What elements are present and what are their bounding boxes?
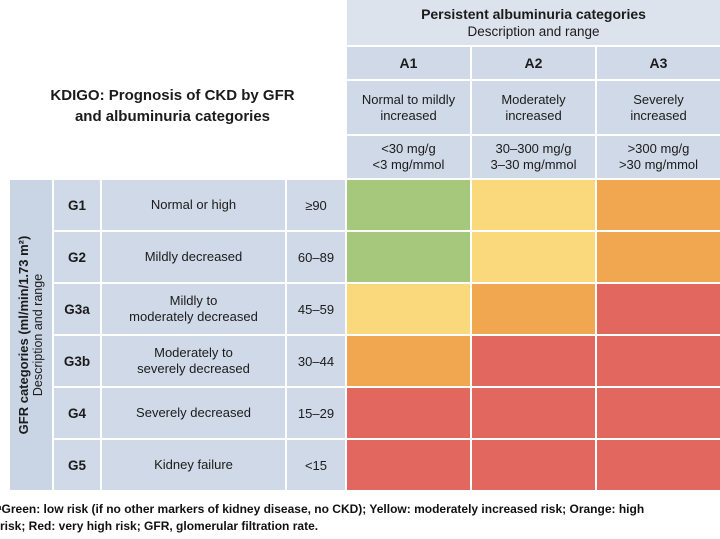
albuminuria-col-a1-range: <30 mg/g <3 mg/mmol <box>347 136 470 178</box>
albuminuria-col-a2-range: 30–300 mg/g 3–30 mg/mmol <box>472 136 595 178</box>
risk-cell-g3b-a2 <box>472 336 595 386</box>
gfr-code-g5: G5 <box>54 440 100 490</box>
gfr-axis-label: GFR categories (ml/min/1.73 m²) Descript… <box>10 180 52 490</box>
risk-cell-g2-a1 <box>347 232 470 282</box>
gfr-description-g4: Severely decreased <box>102 388 285 438</box>
gfr-description-g3b: Moderately to severely decreased <box>102 336 285 386</box>
footnote: ᵃGreen: low risk (if no other markers of… <box>0 502 645 533</box>
figure-title-block: KDIGO: Prognosis of CKD by GFR and album… <box>0 0 345 178</box>
gfr-range-g3b: 30–44 <box>287 336 345 386</box>
gfr-range-g4: 15–29 <box>287 388 345 438</box>
albuminuria-col-a3-description: Severely increased <box>597 81 720 134</box>
risk-cell-g4-a3 <box>597 388 720 438</box>
albuminuria-col-a2-description: Moderately increased <box>472 81 595 134</box>
albuminuria-col-a2-code: A2 <box>472 47 595 79</box>
risk-cell-g2-a3 <box>597 232 720 282</box>
gfr-code-g3a: G3a <box>54 284 100 334</box>
risk-cell-g1-a1 <box>347 180 470 230</box>
risk-matrix-table: KDIGO: Prognosis of CKD by GFR and album… <box>0 0 720 490</box>
risk-cell-g1-a3 <box>597 180 720 230</box>
gfr-range-g5: <15 <box>287 440 345 490</box>
risk-cell-g3a-a3 <box>597 284 720 334</box>
risk-cell-g4-a2 <box>472 388 595 438</box>
gfr-code-g3b: G3b <box>54 336 100 386</box>
risk-cell-g1-a2 <box>472 180 595 230</box>
albuminuria-title: Persistent albuminuria categories <box>421 5 646 22</box>
gfr-description-g2: Mildly decreased <box>102 232 285 282</box>
gfr-description-g5: Kidney failure <box>102 440 285 490</box>
gfr-code-g1: G1 <box>54 180 100 230</box>
risk-cell-g3b-a1 <box>347 336 470 386</box>
risk-cell-g3a-a2 <box>472 284 595 334</box>
gfr-code-g4: G4 <box>54 388 100 438</box>
albuminuria-col-a1-description: Normal to mildly increased <box>347 81 470 134</box>
gfr-axis-band: GFR categories (ml/min/1.73 m²) Descript… <box>10 180 52 490</box>
gfr-range-g1: ≥90 <box>287 180 345 230</box>
albuminuria-col-a1-code: A1 <box>347 47 470 79</box>
risk-cell-g4-a1 <box>347 388 470 438</box>
albuminuria-subtitle: Description and range <box>467 23 600 39</box>
risk-cell-g5-a3 <box>597 440 720 490</box>
albuminuria-col-a3-range: >300 mg/g >30 mg/mmol <box>597 136 720 178</box>
gfr-axis-subtitle: Description and range <box>31 273 45 397</box>
gfr-range-g2: 60–89 <box>287 232 345 282</box>
gfr-range-g3a: 45–59 <box>287 284 345 334</box>
risk-cell-g5-a2 <box>472 440 595 490</box>
risk-cell-g5-a1 <box>347 440 470 490</box>
left-gutter <box>0 180 8 490</box>
albuminuria-col-a3-code: A3 <box>597 47 720 79</box>
gfr-code-g2: G2 <box>54 232 100 282</box>
gfr-description-g3a: Mildly to moderately decreased <box>102 284 285 334</box>
risk-cell-g3b-a3 <box>597 336 720 386</box>
gfr-axis-title: GFR categories (ml/min/1.73 m²) <box>16 235 31 435</box>
risk-cell-g2-a2 <box>472 232 595 282</box>
figure-title: KDIGO: Prognosis of CKD by GFR and album… <box>50 87 295 125</box>
risk-cell-g3a-a1 <box>347 284 470 334</box>
gfr-description-g1: Normal or high <box>102 180 285 230</box>
albuminuria-header-band: Persistent albuminuria categories Descri… <box>347 0 720 45</box>
